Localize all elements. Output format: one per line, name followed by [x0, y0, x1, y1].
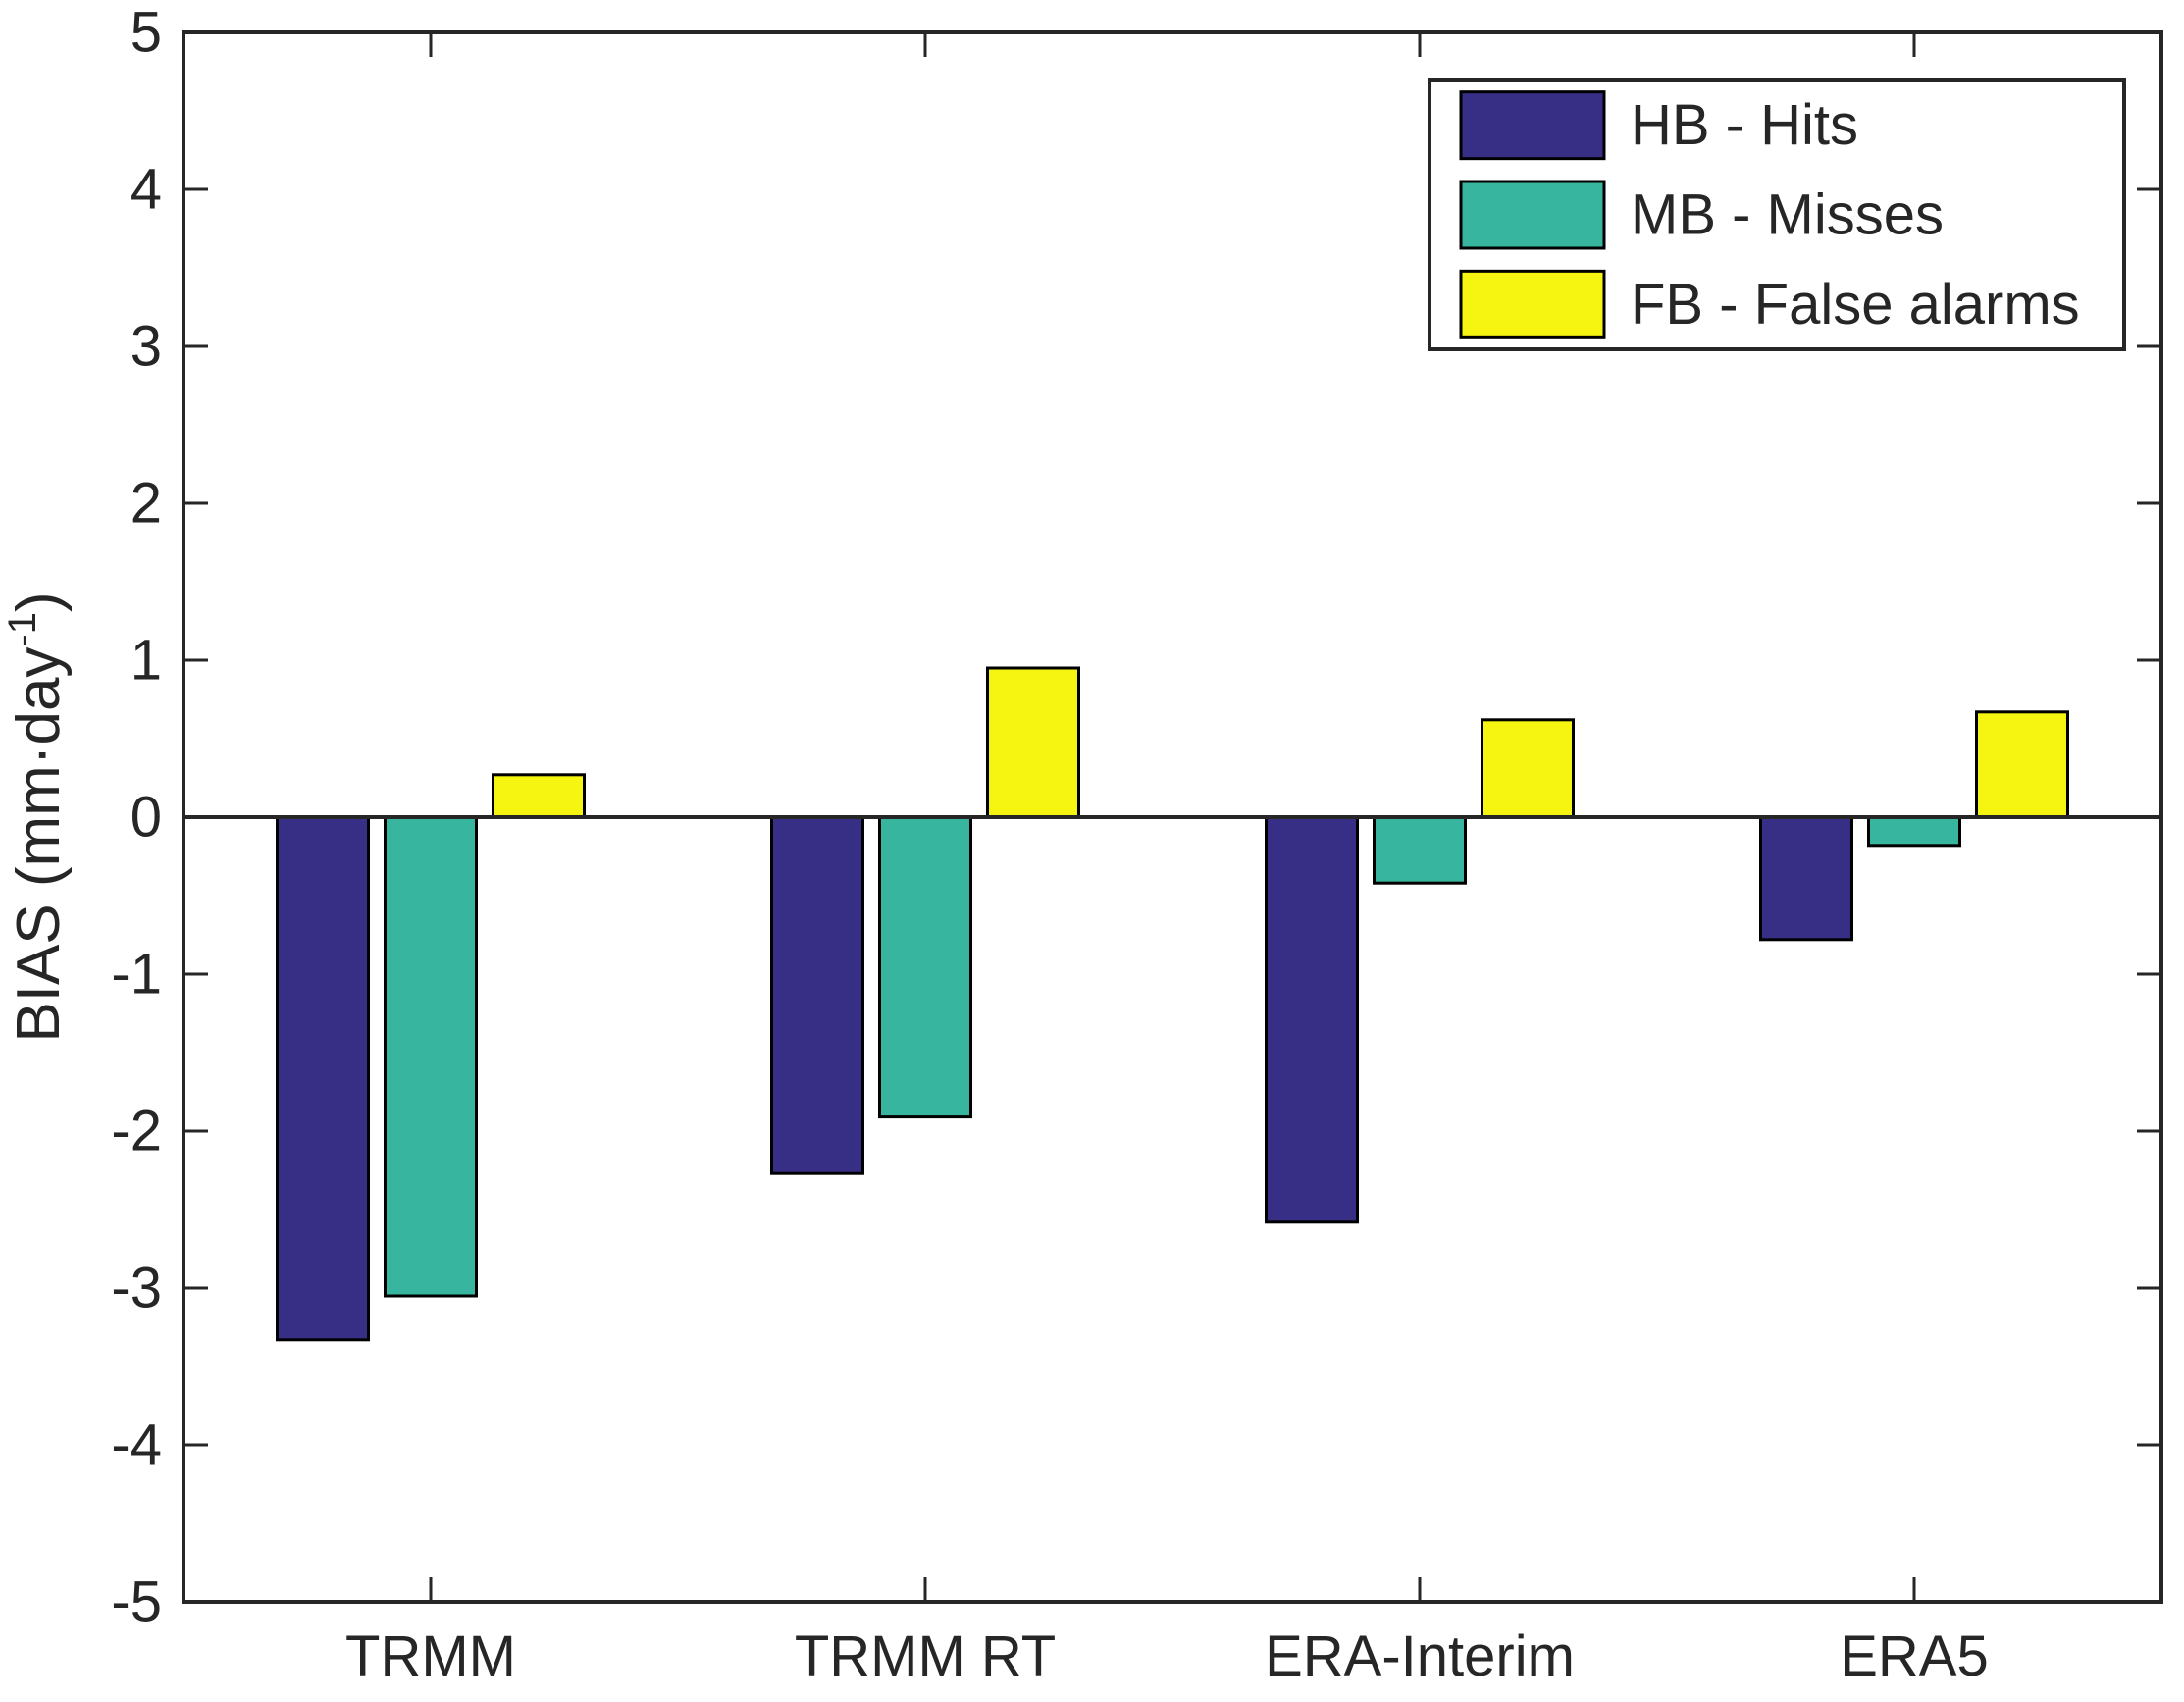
legend-swatch-fb — [1459, 269, 1606, 339]
bar-mb-trmm-rt — [878, 815, 972, 1119]
bar-hb-era5 — [1759, 815, 1853, 942]
y-tick-label: -1 — [111, 943, 162, 1006]
y-tick-label: -5 — [111, 1571, 162, 1634]
bar-mb-trmm — [384, 815, 478, 1298]
legend-label-fb: FB - False alarms — [1631, 273, 2080, 336]
y-tick-label: 2 — [130, 472, 162, 536]
y-tick-label: -2 — [111, 1100, 162, 1163]
y-tick-label: 4 — [130, 158, 162, 222]
y-axis-title: BIAS (mm·day-1) — [1, 592, 73, 1042]
legend-label-hb: HB - Hits — [1631, 93, 1858, 157]
bar-mb-era-interim — [1373, 815, 1467, 885]
legend-swatch-mb — [1459, 180, 1606, 250]
bar-hb-trmm — [276, 815, 370, 1342]
bar-fb-trmm-rt — [986, 666, 1080, 819]
bar-hb-era-interim — [1265, 815, 1359, 1224]
bar-fb-trmm — [492, 773, 586, 819]
y-tick-label: 1 — [130, 629, 162, 693]
y-tick-label: 0 — [130, 786, 162, 850]
x-tick-label: ERA5 — [1840, 1625, 1989, 1688]
y-tick-label: -4 — [111, 1414, 162, 1477]
y-tick-label: 5 — [130, 1, 162, 65]
bar-mb-era5 — [1867, 815, 1961, 848]
y-tick-label: -3 — [111, 1257, 162, 1320]
legend-label-mb: MB - Misses — [1631, 183, 1944, 247]
y-tick-label: 3 — [130, 315, 162, 379]
legend-swatch-hb — [1459, 90, 1606, 161]
bar-fb-era-interim — [1481, 718, 1575, 819]
x-tick-label: ERA-Interim — [1265, 1625, 1575, 1688]
bar-fb-era5 — [1975, 710, 2069, 819]
x-tick-label: TRMM RT — [795, 1625, 1056, 1688]
bar-hb-trmm-rt — [770, 815, 864, 1175]
x-tick-label: TRMM — [345, 1625, 516, 1688]
